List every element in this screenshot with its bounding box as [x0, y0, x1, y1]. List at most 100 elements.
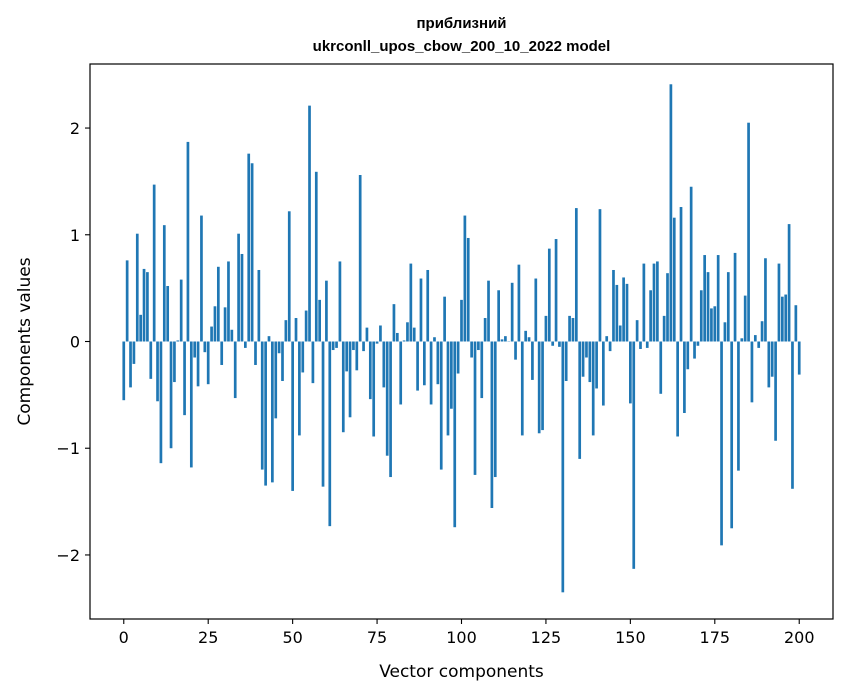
bar [129, 341, 132, 388]
bars-group [122, 84, 801, 593]
bar [392, 304, 396, 342]
bar [615, 284, 619, 342]
plot-frame [89, 63, 834, 620]
bar [429, 341, 433, 405]
x-tick-label: 50 [282, 628, 302, 647]
bar [173, 341, 176, 383]
bar [780, 296, 784, 342]
bar [277, 341, 281, 354]
bar [544, 315, 548, 342]
bar [379, 325, 382, 342]
bar [686, 341, 690, 370]
x-tick-label: 200 [784, 628, 815, 647]
bar [520, 341, 524, 436]
bar [416, 341, 419, 391]
bar [372, 341, 376, 437]
bar [146, 272, 149, 342]
bar [402, 340, 406, 342]
bar [257, 269, 261, 342]
bar [683, 341, 686, 414]
bar [774, 341, 777, 441]
bar [578, 341, 582, 459]
bar [230, 329, 234, 342]
bar [622, 277, 625, 342]
bar [399, 341, 403, 405]
bar [331, 341, 335, 351]
bar [656, 261, 659, 342]
bar [355, 341, 359, 371]
bar [770, 341, 774, 377]
bar [298, 341, 301, 436]
bar [720, 341, 723, 546]
bar [375, 341, 379, 344]
bar [595, 341, 598, 389]
bar [325, 280, 328, 342]
y-tick-label: 1 [70, 226, 80, 245]
bar [450, 341, 453, 409]
bar [531, 341, 534, 380]
bar [341, 341, 345, 433]
bar [186, 141, 190, 342]
bar [696, 341, 700, 346]
bar [426, 269, 430, 342]
bar [453, 341, 457, 528]
bar [753, 335, 757, 342]
bar [156, 341, 159, 402]
bar [368, 341, 372, 400]
bar [777, 263, 781, 342]
bar [183, 341, 186, 416]
bar [470, 341, 473, 358]
bar [510, 282, 514, 342]
bar [152, 184, 156, 342]
bar [423, 341, 426, 386]
y-tick-label: 2 [70, 119, 80, 138]
bar [527, 337, 531, 342]
bar [436, 341, 440, 385]
bar [301, 341, 305, 373]
bar [477, 341, 480, 351]
bar [149, 341, 153, 379]
y-axis-label: Components values [15, 257, 35, 425]
bar [348, 341, 352, 418]
bar [227, 261, 230, 342]
bar [564, 341, 568, 381]
y-tick-label: −2 [56, 546, 80, 565]
bar [534, 278, 538, 342]
bar [213, 306, 217, 342]
bar [743, 295, 747, 342]
x-tick-label: 25 [198, 628, 218, 647]
bar [169, 341, 173, 449]
bar [122, 341, 126, 401]
x-tick-label: 150 [615, 628, 646, 647]
bar [726, 272, 730, 342]
bar [139, 314, 143, 342]
bar [605, 336, 609, 342]
bar [179, 279, 183, 342]
bar [561, 341, 565, 593]
bar [558, 341, 561, 347]
bar [689, 186, 693, 342]
bar [244, 341, 247, 348]
bar [598, 209, 602, 342]
bar [203, 341, 207, 353]
bar [703, 255, 707, 342]
bar [480, 341, 484, 399]
bar [618, 325, 622, 342]
bar [490, 341, 494, 508]
bar [632, 341, 636, 569]
bar [352, 341, 355, 351]
bar [625, 283, 629, 342]
bar [362, 341, 365, 352]
bar [294, 318, 298, 342]
bar [223, 307, 227, 342]
bar [193, 341, 197, 358]
bar [713, 306, 717, 342]
bar [338, 261, 342, 342]
bar [439, 341, 443, 470]
bar [311, 341, 315, 384]
bar [639, 341, 642, 349]
bar [585, 341, 588, 358]
bar [220, 341, 224, 365]
bar [787, 224, 791, 342]
